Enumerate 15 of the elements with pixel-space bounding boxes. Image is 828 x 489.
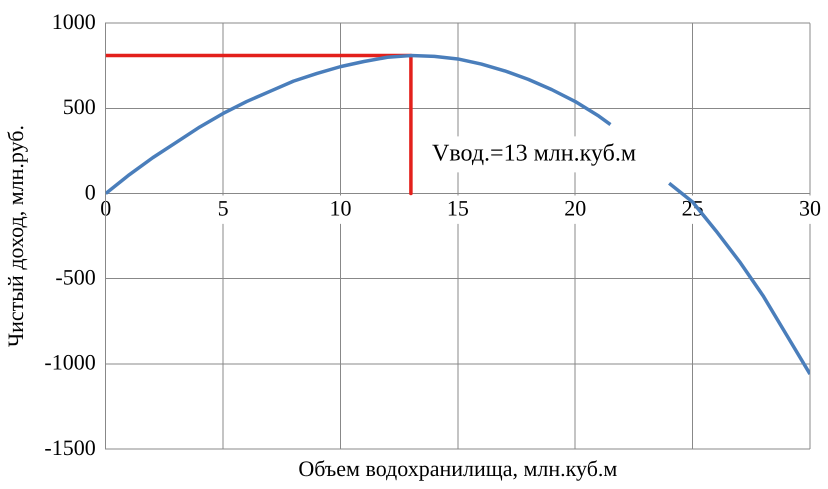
y-tick-label: 0 xyxy=(84,179,96,204)
x-axis-title: Объем водохранилища, млн.куб.м xyxy=(298,456,618,481)
y-tick-label: -500 xyxy=(55,264,96,290)
x-tick-label: 20 xyxy=(564,196,586,220)
y-tick-label: 1000 xyxy=(52,8,96,34)
annotation: Vвод.=13 млн.куб.м xyxy=(432,140,636,167)
x-tick-label: 5 xyxy=(218,196,229,220)
x-tick-label: 30 xyxy=(799,196,821,220)
y-axis-title: Чистый доход, млн.руб. xyxy=(2,125,28,348)
x-tick-label: 10 xyxy=(329,196,352,220)
y-tick-label: -1000 xyxy=(44,350,96,375)
x-tick-label: 15 xyxy=(446,196,469,220)
x-tick-label: 0 xyxy=(100,196,112,220)
y-tick-label: 500 xyxy=(62,94,96,120)
y-tick-label: -1500 xyxy=(44,434,96,460)
